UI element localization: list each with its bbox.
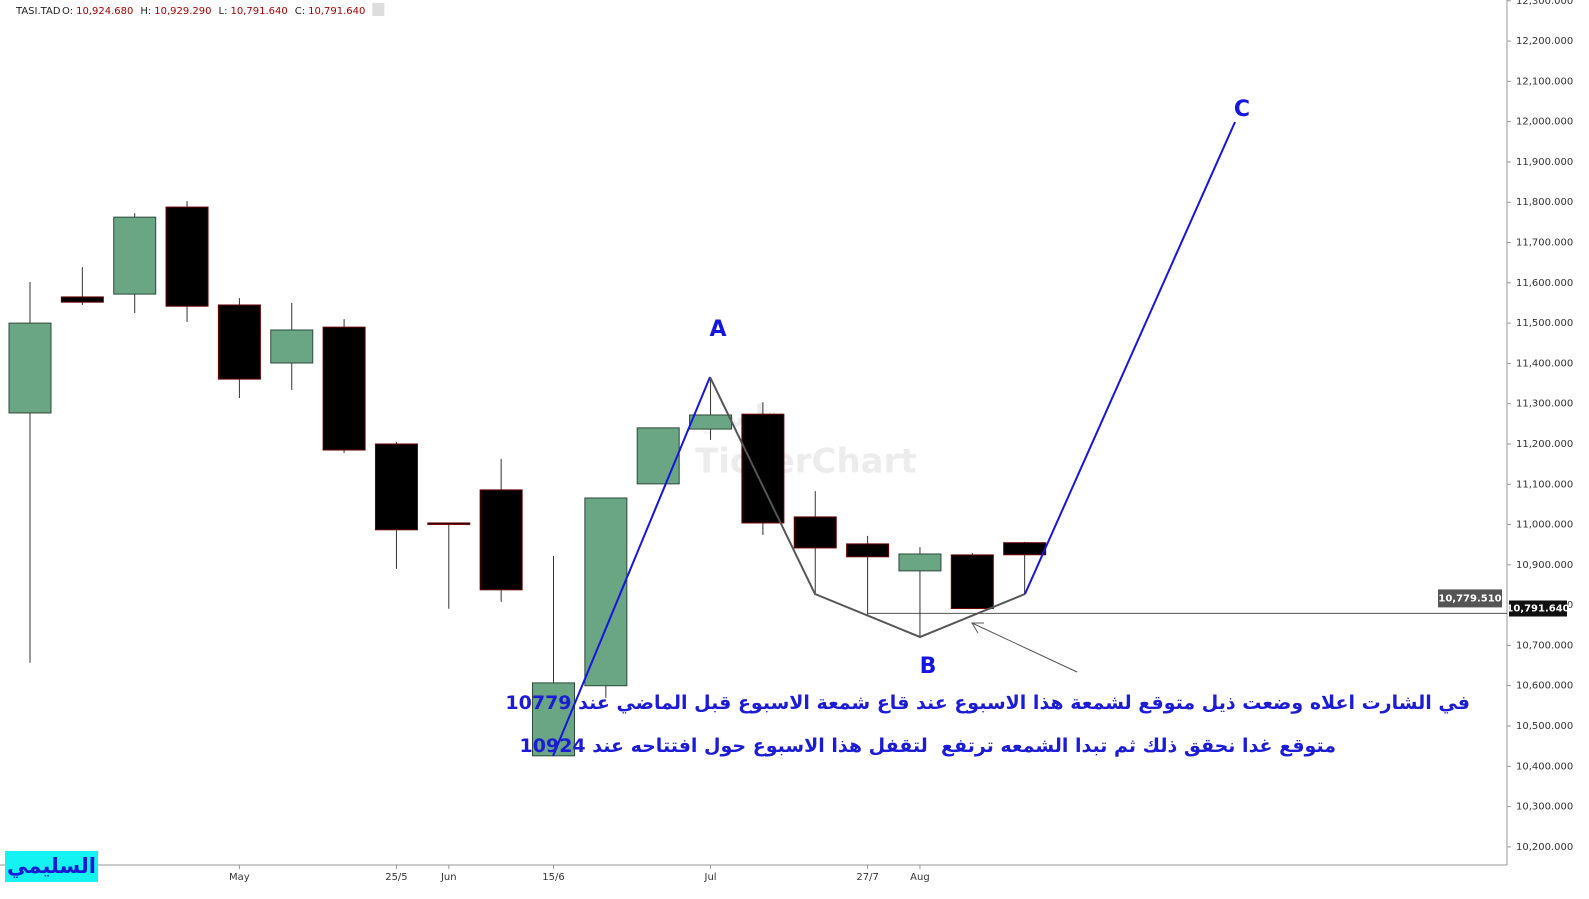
candle-body bbox=[217, 304, 261, 380]
candle-body bbox=[846, 543, 890, 558]
y-tick-label: 11,300.000 bbox=[1516, 399, 1573, 410]
header-key: H: bbox=[140, 6, 151, 17]
last-price-box bbox=[1509, 600, 1567, 617]
candle-body bbox=[8, 322, 52, 414]
header-value: 10,924.680 bbox=[76, 6, 133, 17]
wave-line bbox=[1024, 121, 1236, 595]
y-tick-label: 10,900.000 bbox=[1516, 560, 1573, 571]
header-key: L: bbox=[219, 6, 228, 17]
x-tick-label: 15/6 bbox=[542, 872, 564, 883]
x-tick-label: May bbox=[229, 872, 250, 883]
candle-body bbox=[793, 516, 837, 549]
candle-body bbox=[1003, 542, 1047, 556]
y-tick-label: 12,200.000 bbox=[1516, 36, 1573, 47]
x-tick-label: 25/5 bbox=[385, 872, 407, 883]
candle-body bbox=[322, 326, 366, 451]
header-value: 10,791.640 bbox=[308, 6, 365, 17]
y-tick-label: 11,100.000 bbox=[1516, 479, 1573, 490]
y-tick-label: 10,500.000 bbox=[1516, 721, 1573, 732]
y-tick-label: 11,500.000 bbox=[1516, 318, 1573, 329]
y-tick-label: 11,800.000 bbox=[1516, 197, 1573, 208]
watermark: TickerChart bbox=[695, 442, 917, 482]
candle-body bbox=[950, 554, 994, 610]
y-tick-label: 12,300.000 bbox=[1516, 0, 1573, 7]
candle-body bbox=[898, 553, 942, 572]
y-tick-label: 10,400.000 bbox=[1516, 761, 1573, 772]
y-tick-label: 11,000.000 bbox=[1516, 520, 1573, 531]
candle-body bbox=[741, 413, 785, 524]
candle-body bbox=[584, 497, 628, 687]
arrow-head bbox=[971, 622, 984, 634]
y-tick-label: 11,600.000 bbox=[1516, 278, 1573, 289]
x-tick-label: Aug bbox=[910, 872, 930, 883]
candle-body bbox=[60, 296, 104, 303]
y-tick-label: 11,900.000 bbox=[1516, 157, 1573, 168]
wave-label: A bbox=[709, 317, 726, 342]
header-key: O: bbox=[62, 6, 73, 17]
x-tick-label: Jun bbox=[440, 872, 457, 883]
x-tick-label: Jul bbox=[704, 872, 717, 883]
y-tick-label: 11,400.000 bbox=[1516, 358, 1573, 369]
y-tick-label: 12,100.000 bbox=[1516, 76, 1573, 87]
wave-label: B bbox=[920, 654, 937, 679]
candle-body bbox=[270, 329, 314, 364]
symbol: TASI.TAD bbox=[15, 6, 61, 17]
header-menu bbox=[372, 3, 385, 16]
candle-body bbox=[165, 206, 209, 307]
candle-body bbox=[636, 427, 680, 485]
y-tick-label: 10,600.000 bbox=[1516, 681, 1573, 692]
header-key: C: bbox=[295, 6, 305, 17]
y-tick-label: 10,200.000 bbox=[1516, 842, 1573, 853]
wave-annotation bbox=[552, 121, 1236, 757]
logo: السليمي bbox=[5, 851, 98, 882]
candle-body bbox=[374, 443, 418, 531]
candle-body bbox=[479, 489, 523, 591]
y-tick-label: 11,700.000 bbox=[1516, 238, 1573, 249]
y-tick-label: 10,300.000 bbox=[1516, 802, 1573, 813]
candle-body bbox=[113, 216, 157, 295]
wave-label: C bbox=[1234, 97, 1250, 122]
header-value: 10,929.290 bbox=[154, 6, 211, 17]
y-tick-label: 11,200.000 bbox=[1516, 439, 1573, 450]
note: في الشارت اعلاه وضعت ذيل متوقع لشمعة هذا… bbox=[505, 692, 1470, 714]
header-value: 10,791.640 bbox=[230, 6, 287, 17]
price-label: 10,779.510 bbox=[1438, 593, 1501, 604]
x-tick-label: 27/7 bbox=[856, 872, 878, 883]
arrow bbox=[971, 622, 1078, 673]
candle-body bbox=[689, 414, 733, 430]
note: متوقع غدا نحقق ذلك ثم تبدا الشمعه ترتفع … bbox=[519, 735, 1336, 757]
wave-line bbox=[709, 376, 1026, 639]
candle-body bbox=[427, 522, 471, 525]
y-tick-label: 10,700.000 bbox=[1516, 640, 1573, 651]
wave-line bbox=[552, 376, 711, 757]
y-tick-label: 12,000.000 bbox=[1516, 117, 1573, 128]
price-label-box bbox=[1438, 589, 1502, 608]
last-price-label: 10,791.640 bbox=[1506, 604, 1569, 615]
